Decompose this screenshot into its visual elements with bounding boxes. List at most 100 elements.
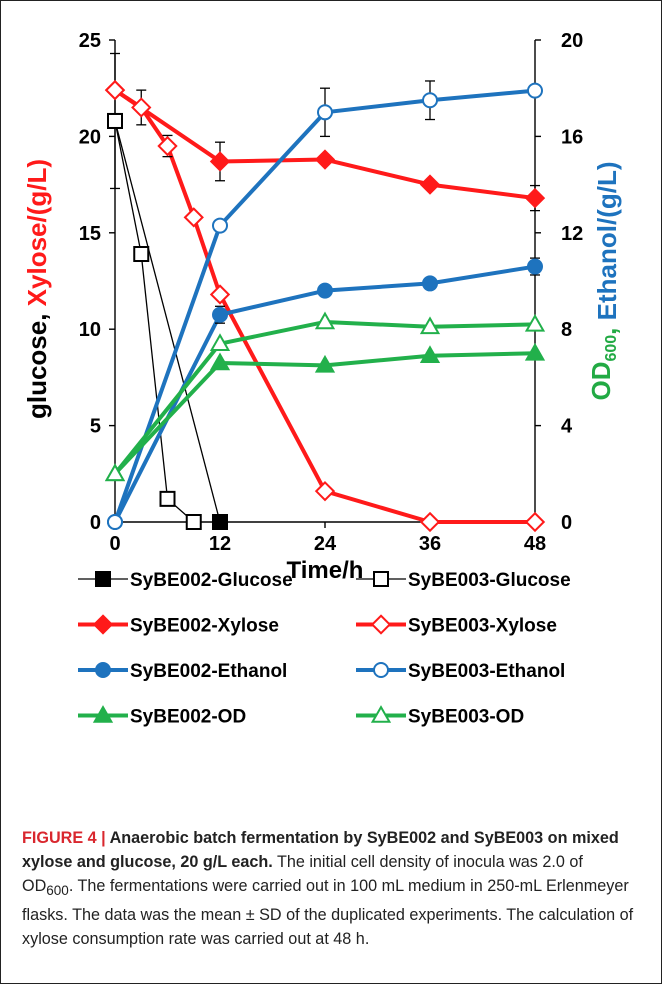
series-sybe003-od xyxy=(104,311,546,482)
data-point xyxy=(159,490,176,507)
series-sybe003-xylose xyxy=(104,79,546,533)
right-tick-label: 12 xyxy=(561,223,583,245)
legend-label: SyBE002-Glucose xyxy=(130,570,293,591)
series-line xyxy=(114,120,195,523)
legend-marker xyxy=(92,614,114,635)
x-tick-label: 36 xyxy=(419,533,441,555)
left-axis-label-part: Xylose/(g/L) xyxy=(22,159,52,306)
series-sybe003-glucose xyxy=(107,112,202,530)
data-point xyxy=(104,463,126,482)
left-axis-label: glucose, Xylose/(g/L) xyxy=(22,159,52,419)
x-tick-label: 24 xyxy=(314,533,337,555)
legend-item: SyBE002-Glucose xyxy=(78,570,293,591)
legend-label: SyBE003-Xylose xyxy=(408,616,557,637)
data-point xyxy=(107,514,123,530)
x-tick-label: 0 xyxy=(109,533,120,555)
legend-label: SyBE003-Ethanol xyxy=(408,661,565,682)
figure-caption: FIGURE 4 | Anaerobic batch fermentation … xyxy=(22,826,638,951)
legend-marker xyxy=(373,571,389,587)
right-axis-label: OD600, Ethanol/(g/L) xyxy=(586,161,622,400)
data-point xyxy=(419,345,441,364)
x-tick-label: 48 xyxy=(524,533,546,555)
x-tick-label: 12 xyxy=(209,533,231,555)
legend-marker xyxy=(95,662,111,678)
data-point xyxy=(209,352,231,371)
legend-item: SyBE003-Glucose xyxy=(356,570,571,591)
series-line xyxy=(114,120,221,523)
data-point xyxy=(527,82,543,99)
data-point xyxy=(185,514,202,530)
right-tick-label: 4 xyxy=(561,416,573,438)
left-tick-label: 20 xyxy=(79,126,101,148)
data-point xyxy=(524,511,546,533)
caption-title: Anaerobic batch fermentation by SyBE002 … xyxy=(22,829,619,871)
legend-marker xyxy=(92,705,114,723)
data-point xyxy=(524,187,546,209)
right-axis-label-subscript: 600 xyxy=(603,335,620,362)
legend-item: SyBE003-Ethanol xyxy=(356,661,565,682)
series-line xyxy=(113,88,535,524)
right-tick-label: 0 xyxy=(561,512,572,534)
caption-figure-number: FIGURE 4 | xyxy=(22,829,110,847)
data-point xyxy=(419,511,441,533)
data-point xyxy=(314,311,336,330)
legend-marker xyxy=(370,614,392,635)
left-tick-label: 10 xyxy=(79,319,101,341)
data-point xyxy=(209,151,231,172)
data-point xyxy=(317,282,333,299)
left-tick-label: 15 xyxy=(79,223,101,245)
data-point xyxy=(133,246,150,263)
legend-label: SyBE002-OD xyxy=(130,707,246,728)
right-tick-label: 16 xyxy=(561,126,583,148)
legend-label: SyBE003-Glucose xyxy=(408,570,571,591)
right-axis-label-part: Ethanol/(g/L) xyxy=(592,161,622,320)
data-point xyxy=(209,333,231,351)
data-point xyxy=(183,207,204,228)
data-point xyxy=(422,275,438,292)
data-point xyxy=(524,313,546,332)
legend-label: SyBE003-OD xyxy=(408,707,524,728)
legend-item: SyBE002-Ethanol xyxy=(78,661,287,682)
caption-body: The initial cell density of inocula was … xyxy=(22,853,634,949)
data-point xyxy=(422,92,438,109)
data-point xyxy=(212,217,228,234)
data-point xyxy=(419,316,441,335)
data-point xyxy=(209,284,231,305)
data-point xyxy=(107,112,123,129)
right-tick-label: 20 xyxy=(561,30,583,52)
right-axis-label-part: OD xyxy=(586,362,616,401)
data-point xyxy=(212,306,228,323)
x-axis-label: Time/h xyxy=(287,557,364,584)
data-point xyxy=(314,149,336,170)
right-axis-label-part: , xyxy=(592,320,622,334)
legend: SyBE002-Glucose SyBE003-Glucose SyBE002-Xy… xyxy=(78,570,571,728)
data-point xyxy=(212,514,228,530)
left-tick-label: 5 xyxy=(90,416,101,438)
series-layer xyxy=(104,52,546,533)
data-point xyxy=(419,174,441,195)
legend-label: SyBE002-Xylose xyxy=(130,616,279,637)
data-point xyxy=(314,354,336,373)
right-tick-label: 8 xyxy=(561,319,572,341)
legend-item: SyBE003-OD xyxy=(356,705,524,728)
legend-item: SyBE002-OD xyxy=(78,705,246,728)
data-point xyxy=(131,97,152,118)
legend-item: SyBE002-Xylose xyxy=(78,614,279,637)
left-axis-label-part: glucose, xyxy=(22,306,52,419)
legend-marker xyxy=(373,662,389,678)
legend-label: SyBE002-Ethanol xyxy=(130,661,287,682)
legend-marker xyxy=(370,705,392,723)
left-tick-label: 0 xyxy=(90,512,101,534)
data-point xyxy=(314,480,336,502)
series-sybe003-ethanol xyxy=(107,80,543,530)
data-point xyxy=(104,79,126,101)
legend-marker xyxy=(95,571,111,587)
caption-subscript: 600 xyxy=(46,883,69,899)
data-point xyxy=(317,104,333,121)
data-point xyxy=(524,342,546,361)
data-point xyxy=(527,258,543,275)
legend-item: SyBE003-Xylose xyxy=(356,614,557,637)
left-tick-label: 25 xyxy=(79,30,101,52)
